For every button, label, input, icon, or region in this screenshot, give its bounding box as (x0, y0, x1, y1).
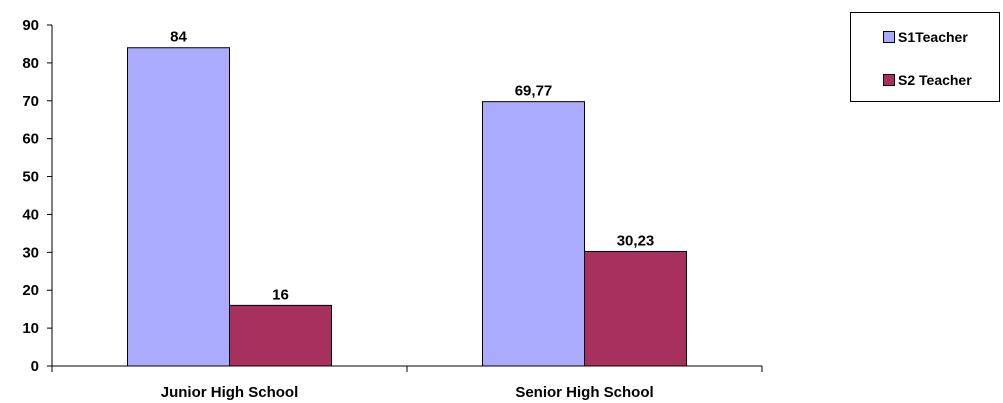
legend-label-s1: S1Teacher (898, 29, 968, 45)
y-tick-label: 70 (22, 93, 39, 110)
legend-item-s1: S1Teacher (883, 29, 968, 45)
bar (482, 101, 585, 367)
legend-swatch-s2 (883, 74, 895, 86)
y-tick-label: 50 (22, 169, 39, 186)
y-tick-label: 40 (22, 206, 39, 223)
bar (127, 47, 230, 367)
data-label: 16 (272, 286, 289, 303)
legend-label-s2: S2 Teacher (898, 72, 972, 88)
y-tick-label: 10 (22, 320, 39, 337)
data-label: 69,77 (515, 83, 553, 100)
data-labels: 84 69,77 16 30,23 (170, 29, 654, 304)
y-tick-label: 90 (22, 17, 39, 34)
bars (127, 47, 687, 367)
y-tick-label: 60 (22, 131, 39, 148)
data-label: 30,23 (617, 232, 655, 249)
bar (584, 250, 687, 367)
y-tick-label: 80 (22, 55, 39, 72)
y-tick-label: 30 (22, 244, 39, 261)
legend: S1Teacher S2 Teacher (850, 12, 1000, 102)
x-tick-label: Senior High School (515, 384, 653, 401)
legend-item-s2: S2 Teacher (883, 72, 972, 88)
data-label: 84 (170, 29, 187, 46)
bar (229, 304, 332, 367)
y-tick-label: 20 (22, 282, 39, 299)
legend-swatch-s1 (883, 31, 895, 43)
x-axis: Junior High School Senior High School (51, 365, 763, 401)
y-tick-label: 0 (31, 358, 39, 375)
x-tick-label: Junior High School (161, 384, 299, 401)
y-axis: 0 10 20 30 40 50 60 70 80 90 (22, 17, 53, 375)
